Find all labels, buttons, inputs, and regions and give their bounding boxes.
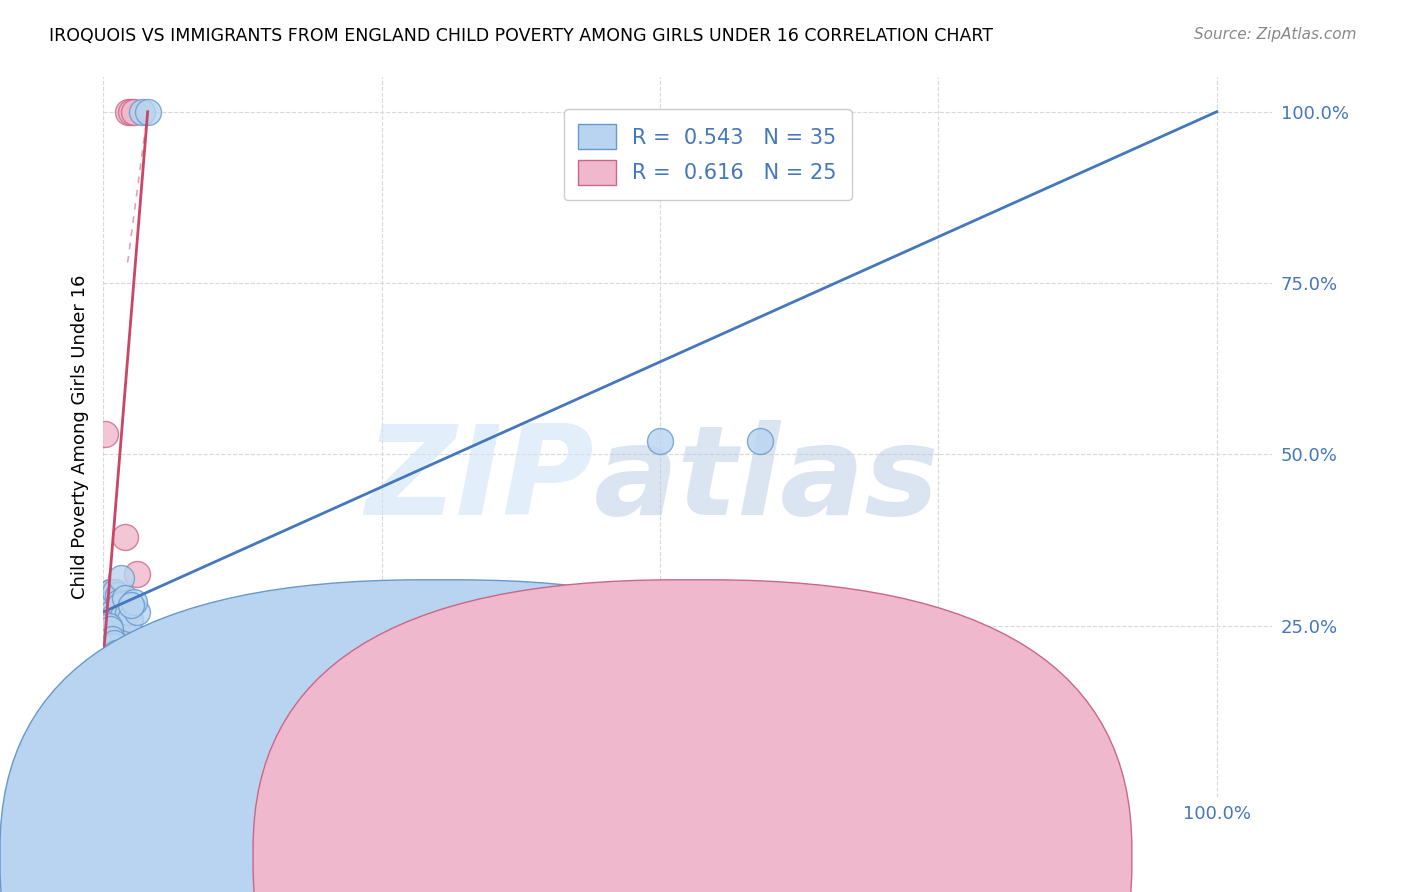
Text: Source: ZipAtlas.com: Source: ZipAtlas.com: [1194, 27, 1357, 42]
Point: [118, 612, 141, 626]
Point: [114, 677, 136, 691]
Point: [114, 530, 136, 544]
Point: [108, 657, 131, 671]
Point: [104, 666, 127, 681]
Point: [97, 632, 120, 647]
Point: [101, 595, 124, 609]
Y-axis label: Child Poverty Among Girls Under 16: Child Poverty Among Girls Under 16: [72, 275, 89, 599]
Point: [98, 622, 121, 636]
Point: [98, 584, 121, 599]
Point: [110, 666, 132, 681]
Point: [97, 599, 120, 613]
Point: [101, 653, 124, 667]
Point: [107, 649, 129, 664]
Point: [136, 673, 159, 688]
Point: [749, 434, 772, 448]
Point: [117, 605, 139, 619]
Point: [120, 104, 142, 119]
Point: [114, 591, 136, 606]
Point: [103, 664, 125, 678]
Point: [136, 104, 159, 119]
Point: [107, 595, 129, 609]
Point: [112, 670, 135, 684]
Point: [108, 599, 131, 613]
Point: [100, 599, 122, 613]
Point: [101, 599, 124, 613]
Legend: R =  0.543   N = 35, R =  0.616   N = 25: R = 0.543 N = 35, R = 0.616 N = 25: [564, 110, 852, 200]
Text: Iroquois: Iroquois: [468, 849, 540, 867]
Point: [124, 104, 146, 119]
Point: [112, 673, 135, 688]
Point: [105, 670, 128, 684]
Point: [131, 104, 153, 119]
Point: [105, 622, 128, 636]
Point: [97, 619, 120, 633]
Point: [125, 567, 148, 582]
Point: [110, 571, 132, 585]
Text: Immigrants from England: Immigrants from England: [721, 849, 950, 867]
Point: [124, 595, 146, 609]
Point: [112, 608, 135, 623]
Text: ZIP: ZIP: [366, 420, 595, 541]
Point: [125, 605, 148, 619]
Text: atlas: atlas: [595, 420, 941, 541]
Point: [98, 636, 121, 650]
Point: [648, 434, 671, 448]
Point: [101, 649, 124, 664]
Point: [112, 625, 135, 640]
Point: [103, 608, 125, 623]
Point: [120, 599, 142, 613]
Point: [101, 605, 124, 619]
Point: [100, 646, 122, 660]
Point: [108, 670, 131, 684]
Point: [105, 646, 128, 660]
Point: [117, 104, 139, 119]
Point: [94, 426, 117, 441]
Point: [107, 588, 129, 602]
Point: [101, 605, 124, 619]
Point: [97, 595, 120, 609]
Point: [104, 615, 127, 630]
Point: [103, 608, 125, 623]
Text: IROQUOIS VS IMMIGRANTS FROM ENGLAND CHILD POVERTY AMONG GIRLS UNDER 16 CORRELATI: IROQUOIS VS IMMIGRANTS FROM ENGLAND CHIL…: [49, 27, 993, 45]
Point: [101, 640, 124, 654]
Point: [103, 636, 125, 650]
Point: [101, 632, 124, 647]
Point: [107, 653, 129, 667]
Point: [100, 584, 122, 599]
Point: [107, 625, 129, 640]
Point: [104, 584, 127, 599]
